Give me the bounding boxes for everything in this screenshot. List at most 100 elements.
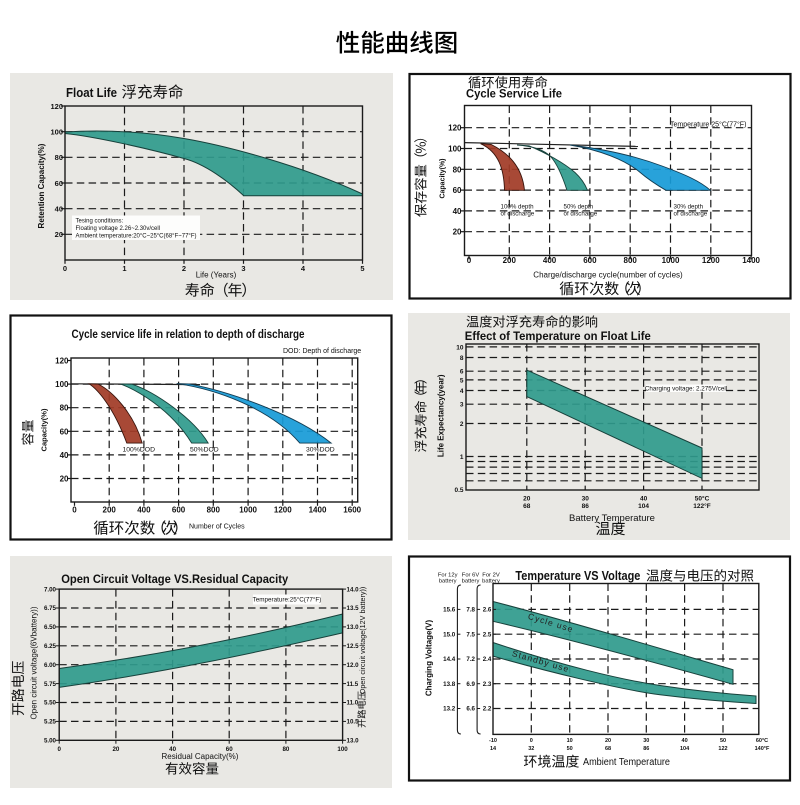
svg-text:20: 20 [112, 746, 119, 753]
svg-text:DOD: Depth of discharge: DOD: Depth of discharge [283, 348, 361, 355]
svg-text:600: 600 [172, 506, 186, 515]
svg-text:Capacity(%): Capacity(%) [40, 408, 49, 451]
svg-text:7.00: 7.00 [44, 586, 57, 593]
svg-text:1200: 1200 [702, 256, 720, 265]
svg-text:For 12y: For 12y [438, 573, 458, 579]
svg-text:2: 2 [460, 421, 464, 428]
svg-text:86: 86 [643, 746, 649, 752]
svg-text:100: 100 [50, 128, 63, 137]
svg-text:Open circuit voltage(12V batte: Open circuit voltage(12V battery)) [358, 587, 367, 694]
svg-text:11.5: 11.5 [347, 681, 359, 688]
svg-text:For 6V: For 6V [462, 573, 480, 579]
svg-text:0: 0 [57, 746, 61, 753]
svg-text:30%DOD: 30%DOD [306, 447, 335, 454]
svg-text:200: 200 [103, 506, 117, 515]
svg-text:Life Expectancy(year): Life Expectancy(year) [437, 374, 446, 457]
svg-text:5.50: 5.50 [44, 700, 57, 707]
svg-text:10.5: 10.5 [347, 719, 360, 726]
svg-text:100: 100 [337, 746, 348, 753]
svg-text:6.6: 6.6 [466, 706, 475, 713]
svg-text:13.0: 13.0 [347, 738, 360, 745]
svg-text:1: 1 [122, 264, 126, 273]
svg-text:Charging Voltage(V): Charging Voltage(V) [425, 620, 434, 697]
svg-text:60°C: 60°C [756, 738, 768, 744]
svg-text:30% depth: 30% depth [674, 204, 704, 211]
svg-text:60: 60 [55, 179, 63, 188]
svg-text:68: 68 [605, 746, 611, 752]
svg-text:0: 0 [63, 264, 67, 273]
svg-text:Temperature VS Voltage: Temperature VS Voltage [515, 569, 640, 583]
svg-text:1200: 1200 [274, 506, 292, 515]
svg-text:Temperature 25°C(77°F): Temperature 25°C(77°F) [670, 121, 746, 129]
svg-text:5.00: 5.00 [44, 738, 57, 745]
svg-text:10: 10 [567, 738, 573, 744]
svg-text:140°F: 140°F [755, 746, 770, 752]
svg-text:40: 40 [453, 207, 462, 216]
svg-text:50°C: 50°C [695, 495, 710, 503]
svg-text:Cycle Service Life: Cycle Service Life [466, 87, 562, 101]
svg-text:1000: 1000 [662, 256, 680, 265]
svg-text:13.5: 13.5 [347, 605, 360, 612]
svg-text:20: 20 [60, 475, 69, 484]
svg-text:6: 6 [460, 369, 464, 376]
svg-text:0: 0 [530, 738, 533, 744]
svg-text:50: 50 [720, 738, 726, 744]
svg-text:12.0: 12.0 [347, 662, 360, 669]
svg-text:60: 60 [226, 746, 233, 753]
svg-text:8: 8 [460, 355, 464, 362]
svg-text:Battery Temperature: Battery Temperature [569, 513, 655, 524]
svg-text:60: 60 [60, 427, 69, 436]
svg-text:50% depth: 50% depth [564, 204, 594, 211]
svg-text:20: 20 [55, 230, 63, 239]
svg-text:Life (Years): Life (Years) [196, 271, 237, 280]
svg-text:68: 68 [523, 503, 531, 510]
svg-text:of discharge: of discharge [674, 211, 708, 218]
svg-text:80: 80 [282, 746, 289, 753]
svg-text:5.25: 5.25 [44, 719, 57, 726]
svg-text:7.2: 7.2 [466, 656, 475, 663]
svg-text:800: 800 [207, 506, 221, 515]
svg-text:5: 5 [460, 377, 464, 384]
svg-text:15.6: 15.6 [443, 607, 456, 614]
svg-text:6.00: 6.00 [44, 662, 57, 669]
svg-text:4: 4 [460, 388, 464, 395]
svg-text:122: 122 [718, 746, 727, 752]
svg-text:20: 20 [523, 496, 531, 503]
svg-text:100: 100 [448, 145, 462, 154]
svg-text:6.9: 6.9 [466, 681, 475, 688]
svg-text:0: 0 [467, 256, 472, 265]
svg-text:12.5: 12.5 [347, 643, 360, 650]
svg-text:Ambient temperature:20°C~25°C(: Ambient temperature:20°C~25°C(68°F~77°F) [76, 233, 197, 239]
svg-text:Residual Capacity(%): Residual Capacity(%) [162, 752, 239, 761]
svg-text:80: 80 [55, 153, 63, 162]
svg-text:6.25: 6.25 [44, 643, 57, 650]
svg-text:100% depth: 100% depth [501, 204, 535, 211]
svg-text:Temperature:25°C(77°F): Temperature:25°C(77°F) [253, 596, 322, 604]
svg-text:30: 30 [582, 496, 590, 503]
svg-text:6.75: 6.75 [44, 605, 57, 612]
svg-text:3: 3 [241, 264, 245, 273]
svg-text:80: 80 [60, 404, 69, 413]
svg-text:2.4: 2.4 [483, 656, 492, 663]
svg-text:104: 104 [680, 746, 690, 752]
svg-text:32: 32 [528, 746, 534, 752]
svg-text:-10: -10 [489, 738, 497, 744]
svg-text:40: 40 [169, 746, 176, 753]
svg-text:40: 40 [60, 451, 69, 460]
svg-text:13.8: 13.8 [443, 681, 456, 688]
svg-text:1400: 1400 [742, 256, 760, 265]
svg-text:battery: battery [482, 579, 500, 585]
svg-text:Open circuit voltage(6Vbattery: Open circuit voltage(6Vbattery)) [29, 606, 38, 719]
svg-text:20: 20 [453, 228, 462, 237]
svg-text:14.4: 14.4 [443, 656, 456, 663]
svg-text:14.0: 14.0 [347, 586, 360, 593]
svg-text:1400: 1400 [309, 506, 327, 515]
svg-text:Effect of Temperature on Float: Effect of Temperature on Float Life [465, 329, 651, 343]
svg-text:800: 800 [624, 256, 638, 265]
svg-text:Ambient Temperature: Ambient Temperature [583, 757, 670, 768]
svg-text:Charge/discharge cycle(number: Charge/discharge cycle(number of cycles) [533, 271, 683, 280]
svg-text:13.0: 13.0 [347, 624, 360, 631]
svg-text:7.5: 7.5 [466, 631, 475, 638]
svg-text:104: 104 [638, 503, 649, 510]
svg-text:120: 120 [55, 357, 69, 366]
